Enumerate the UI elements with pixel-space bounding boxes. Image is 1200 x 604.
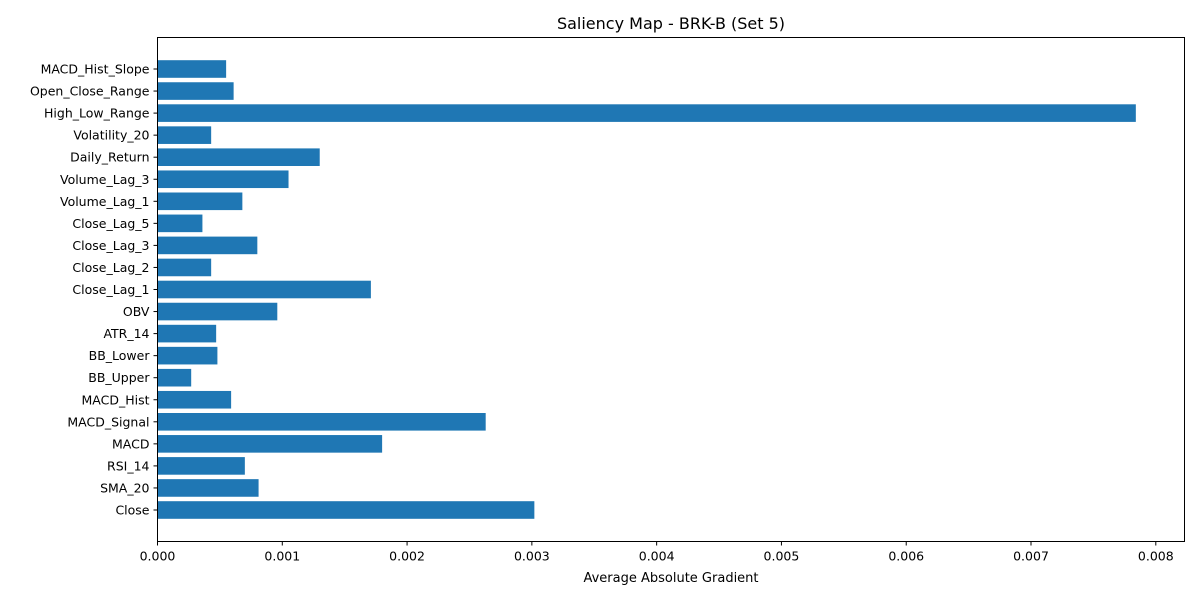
bar-close-lag-3 [157, 236, 258, 255]
y-tick-label: Open_Close_Range [30, 84, 150, 99]
bar-macd [157, 435, 383, 453]
bar-bb-upper [157, 368, 192, 387]
bar-volume-lag-1 [157, 192, 243, 211]
bar-close-lag-2 [157, 258, 212, 277]
bars-group [157, 60, 1136, 519]
y-tick-label: Close_Lag_3 [72, 238, 149, 253]
bar-close [157, 501, 535, 519]
y-tick-label: Volatility_20 [73, 128, 149, 143]
x-tick-label: 0.003 [514, 549, 550, 564]
x-tick-label: 0.000 [140, 549, 176, 564]
bar-macd-signal [157, 413, 486, 431]
x-tick-label: 0.008 [1138, 549, 1174, 564]
plot-frame [157, 37, 1185, 542]
y-tick-label: OBV [123, 304, 150, 319]
y-tick-label: MACD [112, 436, 149, 451]
bar-high-low-range [157, 104, 1136, 122]
x-tick-label: 0.007 [1013, 549, 1049, 564]
y-tick-label: Close [115, 503, 149, 518]
y-tick-label: High_Low_Range [44, 106, 150, 121]
x-axis-label: Average Absolute Gradient [583, 571, 758, 586]
y-tick-label: MACD_Hist [81, 392, 149, 407]
y-tick-label: BB_Lower [89, 348, 151, 363]
y-tick-label: Daily_Return [70, 150, 149, 165]
bar-sma-20 [157, 479, 259, 497]
bar-close-lag-5 [157, 214, 203, 233]
bar-macd-hist [157, 390, 232, 409]
y-axis-ticks: Close SMA_20 RSI_14 MACD MACD_Signal MACD_His… [30, 62, 158, 518]
x-tick-label: 0.002 [389, 549, 425, 564]
y-tick-label: Close_Lag_1 [72, 282, 149, 297]
y-tick-label: BB_Upper [88, 370, 150, 385]
bar-volatility-20 [157, 126, 212, 144]
bar-close-lag-1 [157, 280, 371, 299]
y-tick-label: ATR_14 [103, 326, 149, 341]
x-tick-label: 0.001 [264, 549, 300, 564]
x-tick-label: 0.006 [888, 549, 924, 564]
y-tick-label: Close_Lag_5 [72, 216, 149, 231]
bar-open-close-range [157, 82, 234, 100]
x-tick-label: 0.005 [764, 549, 800, 564]
x-axis-ticks: 0.000 0.001 0.002 0.003 0.004 0.005 0.006 0.007… [140, 541, 1174, 564]
chart-title: Saliency Map - BRK-B (Set 5) [557, 14, 785, 33]
y-tick-label: MACD_Hist_Slope [41, 62, 150, 77]
bar-atr-14 [157, 324, 217, 343]
bar-volume-lag-3 [157, 170, 289, 189]
bar-daily-return [157, 148, 320, 166]
bar-rsi-14 [157, 457, 245, 475]
y-tick-label: RSI_14 [107, 458, 150, 473]
y-tick-label: Volume_Lag_3 [60, 172, 150, 187]
y-tick-label: SMA_20 [100, 480, 149, 495]
bar-bb-lower [157, 346, 218, 365]
y-tick-label: MACD_Signal [67, 414, 149, 429]
y-tick-label: Close_Lag_2 [72, 260, 149, 275]
bar-obv [157, 302, 278, 321]
x-tick-label: 0.004 [639, 549, 675, 564]
bar-macd-hist-slope [157, 60, 227, 78]
y-tick-label: Volume_Lag_1 [60, 194, 150, 209]
